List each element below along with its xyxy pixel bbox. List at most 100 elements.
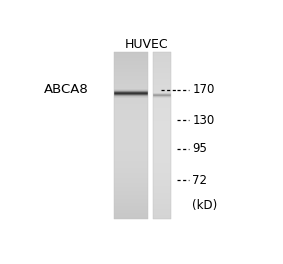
Bar bbox=[114, 98, 148, 99]
Bar bbox=[153, 141, 171, 142]
Bar bbox=[153, 199, 171, 200]
Bar bbox=[114, 187, 148, 188]
Bar bbox=[153, 74, 171, 75]
Bar bbox=[114, 143, 148, 144]
Bar bbox=[114, 195, 148, 196]
Bar bbox=[153, 65, 171, 66]
Bar bbox=[153, 125, 171, 126]
Bar bbox=[114, 76, 148, 77]
Bar bbox=[114, 128, 148, 129]
Bar bbox=[114, 171, 148, 172]
Bar bbox=[114, 138, 148, 139]
Bar bbox=[114, 162, 148, 163]
Bar bbox=[153, 151, 171, 152]
Bar bbox=[153, 59, 171, 60]
Bar bbox=[153, 71, 171, 72]
Bar bbox=[153, 53, 171, 54]
Bar bbox=[114, 164, 148, 165]
Bar bbox=[153, 52, 171, 53]
Bar bbox=[114, 88, 148, 89]
Bar bbox=[153, 116, 171, 117]
Bar bbox=[153, 159, 171, 160]
Bar bbox=[153, 89, 171, 90]
Bar bbox=[114, 215, 148, 216]
Bar bbox=[153, 64, 171, 65]
Bar bbox=[153, 142, 171, 143]
Bar bbox=[153, 179, 171, 180]
Bar bbox=[153, 181, 171, 182]
Bar bbox=[114, 212, 148, 213]
Bar bbox=[153, 153, 171, 154]
Bar bbox=[114, 193, 148, 194]
Bar bbox=[114, 209, 148, 210]
Bar bbox=[153, 94, 171, 95]
Bar bbox=[114, 151, 148, 152]
Bar bbox=[153, 105, 171, 106]
Bar bbox=[114, 52, 148, 219]
Bar bbox=[114, 56, 148, 57]
Bar bbox=[153, 60, 171, 61]
Bar bbox=[114, 205, 148, 206]
Bar bbox=[114, 211, 148, 212]
Bar bbox=[114, 176, 148, 177]
Bar bbox=[153, 211, 171, 212]
Bar bbox=[153, 106, 171, 107]
Bar bbox=[153, 110, 171, 111]
Bar bbox=[114, 118, 148, 119]
Bar bbox=[114, 124, 148, 125]
Bar bbox=[153, 214, 171, 215]
Bar bbox=[153, 145, 171, 146]
Bar bbox=[114, 208, 148, 209]
Bar bbox=[153, 101, 171, 102]
Bar bbox=[153, 170, 171, 171]
Bar bbox=[153, 144, 171, 145]
Bar bbox=[114, 199, 148, 200]
Bar bbox=[114, 122, 148, 123]
Bar bbox=[114, 66, 148, 67]
Bar bbox=[114, 169, 148, 170]
Bar bbox=[114, 69, 148, 70]
Bar bbox=[114, 103, 148, 104]
Bar bbox=[153, 200, 171, 201]
Bar bbox=[153, 124, 171, 125]
Bar bbox=[153, 213, 171, 214]
Bar bbox=[153, 61, 171, 62]
Bar bbox=[153, 164, 171, 165]
Bar bbox=[114, 131, 148, 132]
Bar bbox=[114, 115, 148, 116]
Bar bbox=[114, 77, 148, 78]
Bar bbox=[114, 189, 148, 190]
Bar bbox=[153, 176, 171, 177]
Bar bbox=[153, 99, 171, 100]
Bar bbox=[114, 83, 148, 84]
Bar bbox=[153, 87, 171, 88]
Bar bbox=[114, 146, 148, 147]
Bar bbox=[114, 92, 148, 93]
Bar bbox=[153, 69, 171, 70]
Bar bbox=[114, 145, 148, 146]
Bar bbox=[114, 61, 148, 62]
Bar bbox=[153, 56, 171, 57]
Bar bbox=[153, 123, 171, 124]
Bar bbox=[153, 84, 171, 85]
Bar bbox=[114, 102, 148, 103]
Bar bbox=[153, 207, 171, 208]
Bar bbox=[114, 179, 148, 180]
Bar bbox=[114, 126, 148, 127]
Bar bbox=[114, 109, 148, 110]
Bar bbox=[153, 121, 171, 122]
Bar bbox=[153, 66, 171, 67]
Bar bbox=[153, 202, 171, 203]
Bar bbox=[153, 97, 171, 98]
Bar bbox=[114, 99, 148, 100]
Bar bbox=[114, 188, 148, 189]
Bar bbox=[153, 67, 171, 68]
Bar bbox=[153, 162, 171, 163]
Bar bbox=[114, 168, 148, 169]
Bar bbox=[153, 114, 171, 115]
Bar bbox=[153, 77, 171, 78]
Bar bbox=[114, 163, 148, 164]
Bar bbox=[153, 70, 171, 71]
Bar bbox=[153, 85, 171, 86]
Bar bbox=[114, 67, 148, 68]
